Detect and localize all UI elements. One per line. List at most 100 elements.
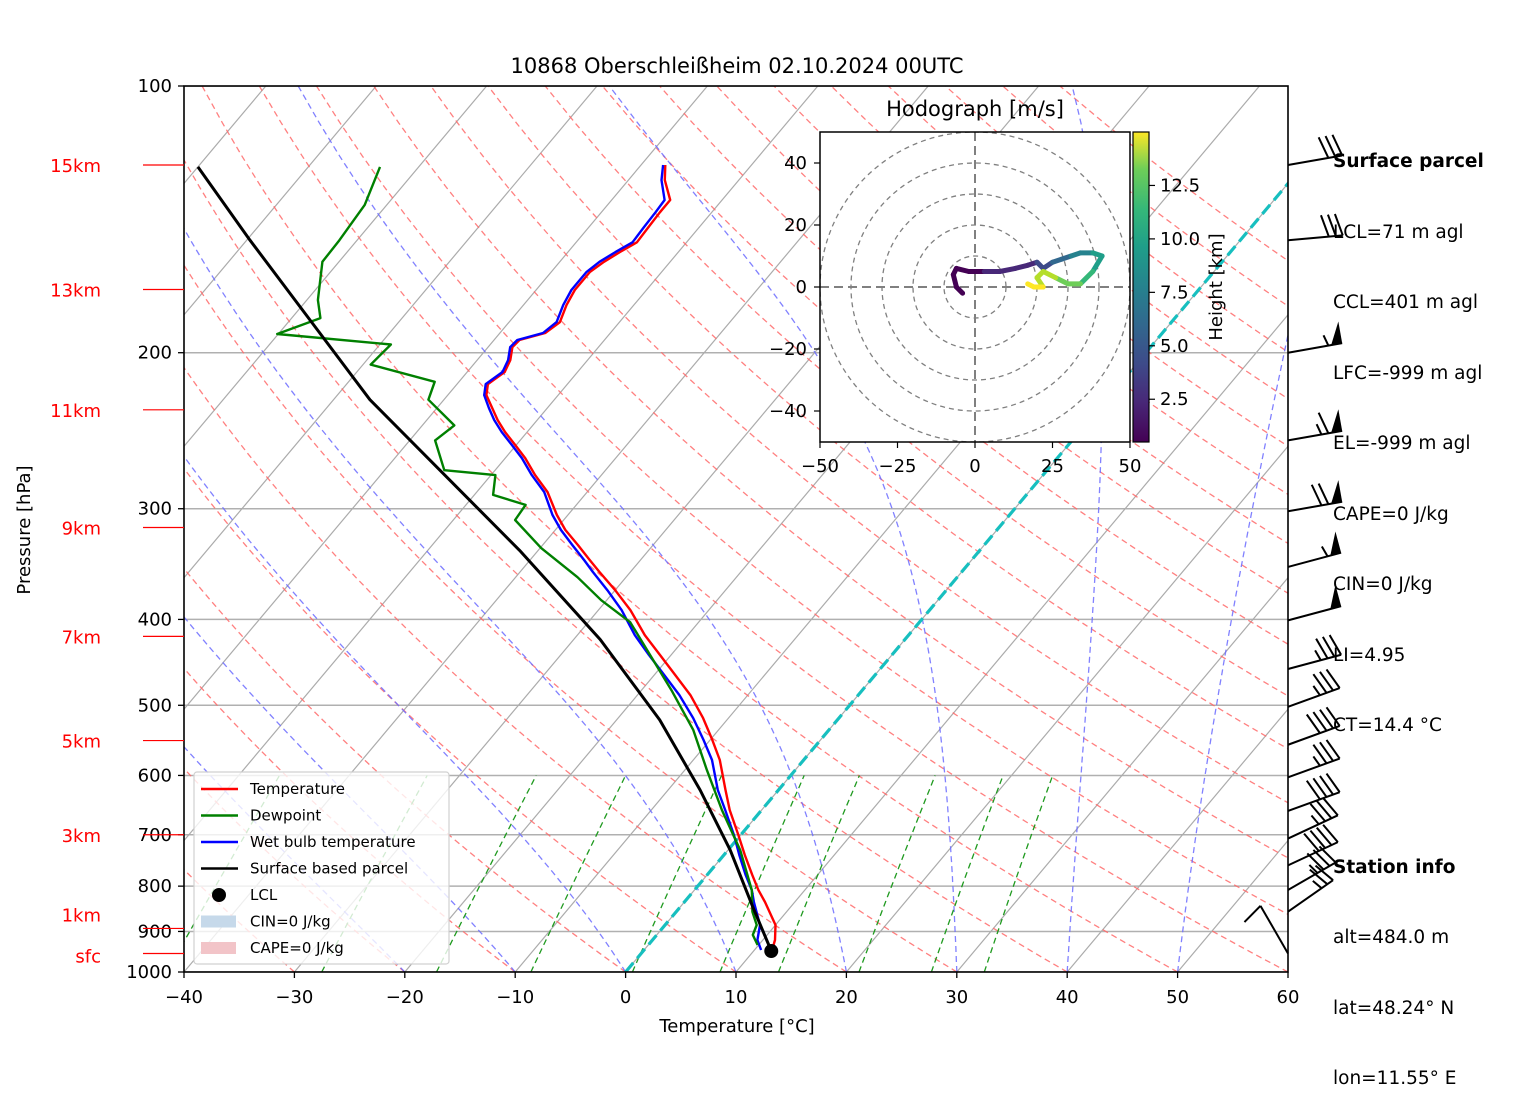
pressure-tick-label: 900: [138, 921, 172, 942]
x-tick-label: 20: [835, 987, 858, 1008]
barb-half-feather: [1324, 335, 1329, 345]
barb-feather: [1307, 853, 1323, 869]
station-info-heading: Station info: [1333, 856, 1484, 880]
station-alt: alt=484.0 m: [1333, 926, 1484, 950]
legend-label: Wet bulb temperature: [250, 833, 416, 851]
barb-feather: [1310, 804, 1325, 821]
pressure-tick-label: 100: [138, 76, 172, 97]
cape-value: CAPE=0 J/kg: [1333, 503, 1484, 527]
height-marker-label: 5km: [62, 732, 101, 753]
hodograph-segment: [1028, 284, 1034, 287]
x-tick-label: 40: [1056, 987, 1079, 1008]
barb-feather: [1304, 834, 1319, 851]
barb-feather: [1313, 850, 1329, 866]
mixing-ratio-line: [984, 775, 1052, 972]
wind-barb: [1288, 707, 1340, 744]
pressure-tick-label: 300: [138, 499, 172, 520]
hodograph-y-tick-label: 40: [784, 153, 807, 174]
hodograph-y-tick-label: −40: [769, 401, 807, 422]
barb-shaft: [1288, 726, 1340, 745]
legend-label: Surface based parcel: [250, 860, 408, 878]
height-marker-label: 11km: [50, 401, 101, 422]
colorbar-label: Height [km]: [1206, 233, 1227, 340]
barb-feather: [1310, 831, 1325, 848]
height-marker-label: 7km: [62, 627, 101, 648]
info-panel: Surface parcel LCL=71 m agl CCL=401 m ag…: [1333, 103, 1484, 1114]
x-tick-label: 50: [1166, 987, 1189, 1008]
legend-label: Dewpoint: [250, 807, 321, 825]
station-lon: lon=11.55° E: [1333, 1067, 1484, 1091]
hodograph-x-tick-label: −25: [879, 456, 917, 477]
x-tick-label: −40: [165, 987, 203, 1008]
y-axis-label: Pressure [hPa]: [14, 465, 35, 594]
barb-shaft: [1288, 842, 1338, 865]
mixing-ratio-line: [931, 775, 1003, 972]
li-value: LI=4.95: [1333, 644, 1484, 668]
barb-shaft: [1288, 880, 1333, 912]
pressure-tick-label: 500: [138, 695, 172, 716]
station-lat: lat=48.24° N: [1333, 997, 1484, 1021]
cin-value: CIN=0 J/kg: [1333, 573, 1484, 597]
barb-feather: [1321, 215, 1329, 236]
colorbar-tick-label: 7.5: [1160, 282, 1189, 303]
pressure-tick-label: 800: [138, 876, 172, 897]
height-marker-label: 1km: [62, 905, 101, 926]
wind-barb: [1244, 906, 1288, 954]
hodograph-x-tick-label: 0: [969, 456, 980, 477]
colorbar: [1133, 132, 1149, 442]
mixing-ratio-line: [859, 775, 935, 972]
height-marker-label: 13km: [50, 280, 101, 301]
legend-marker: [212, 888, 226, 902]
barb-feather: [1317, 828, 1332, 845]
barb-half-feather: [1322, 546, 1328, 556]
wind-barb: [1288, 866, 1333, 912]
hodograph-y-tick-label: −20: [769, 339, 807, 360]
legend-patch: [201, 916, 236, 928]
height-marker-label: 3km: [62, 826, 101, 847]
colorbar-ticks: 2.55.07.510.012.5: [1149, 175, 1200, 410]
x-tick-label: 30: [945, 987, 968, 1008]
legend-patch: [201, 942, 236, 954]
x-tick-label: 0: [620, 987, 631, 1008]
el-value: EL=-999 m agl: [1333, 432, 1484, 456]
barb-half-feather: [1313, 686, 1320, 695]
pressure-tick-label: 200: [138, 343, 172, 364]
colorbar-tick-label: 5.0: [1160, 336, 1189, 357]
pressure-tick-label: 1000: [126, 962, 172, 983]
legend-label: Temperature: [249, 780, 345, 798]
hodograph-x-tick-label: 25: [1041, 456, 1064, 477]
barb-half-feather: [1311, 816, 1318, 825]
ccl-value: CCL=401 m agl: [1333, 291, 1484, 315]
mixing-ratio-line: [437, 775, 537, 972]
barb-feather: [1317, 801, 1332, 818]
wind-barbs: [1244, 135, 1342, 954]
barb-half-feather: [1313, 756, 1320, 765]
ct-value: CT=14.4 °C: [1333, 714, 1484, 738]
skewt-figure: 10868 Oberschleißheim 02.10.2024 00UTC −…: [0, 0, 1517, 1060]
height-marker-label: 15km: [50, 156, 101, 177]
barb-shaft: [1288, 688, 1340, 707]
pressure-tick-label: 600: [138, 765, 172, 786]
legend: Temperature Dewpoint Wet bulb temperature S…: [194, 772, 449, 964]
x-tick-label: 10: [725, 987, 748, 1008]
barb-shaft: [1261, 906, 1289, 954]
hodograph-title: Hodograph [m/s]: [886, 97, 1064, 121]
pressure-tick-label: 400: [138, 609, 172, 630]
hodograph-x-tick-label: −50: [801, 456, 839, 477]
x-tick-label: 60: [1277, 987, 1300, 1008]
colorbar-tick-label: 12.5: [1160, 175, 1200, 196]
mixing-ratio-line: [720, 775, 804, 972]
colorbar-tick-label: 2.5: [1160, 389, 1189, 410]
surface-parcel-heading: Surface parcel: [1333, 150, 1484, 174]
barb-half-feather: [1313, 881, 1322, 888]
hodograph-y-tick-label: 20: [784, 215, 807, 236]
hodograph-y-tick-label: 0: [796, 277, 807, 298]
lcl-value: LCL=71 m agl: [1333, 221, 1484, 245]
legend-label: LCL: [250, 886, 278, 904]
barb-half-feather: [1315, 650, 1321, 660]
barb-half-feather: [1317, 424, 1322, 434]
chart-title: 10868 Oberschleißheim 02.10.2024 00UTC: [511, 54, 964, 78]
